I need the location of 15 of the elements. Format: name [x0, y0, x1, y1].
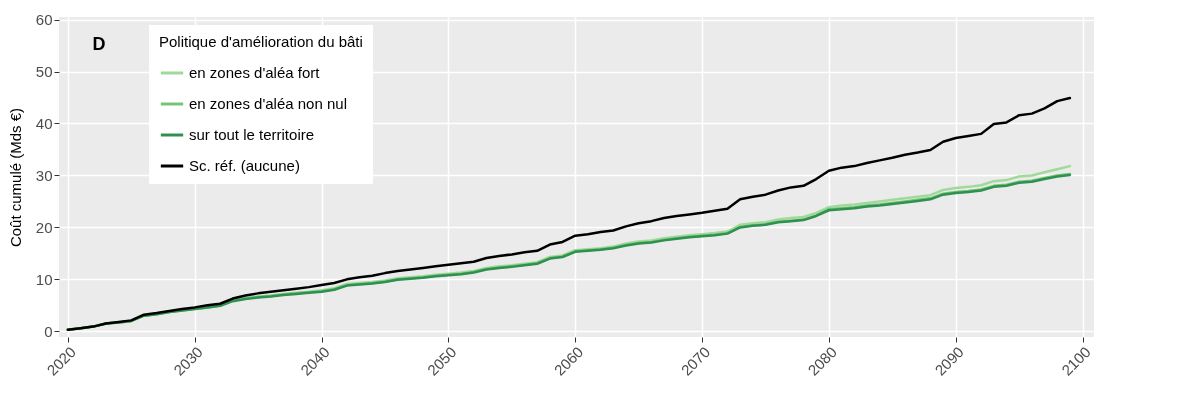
y-axis-title: Coût cumulé (Mds €): [6, 107, 24, 248]
legend-label: en zones d'aléa fort: [189, 64, 321, 81]
y-tick-label: 40: [35, 114, 53, 132]
legend-title: Politique d'amélioration du bâti: [159, 33, 363, 50]
y-tick-label: 30: [35, 166, 53, 184]
y-tick-label: 60: [35, 11, 53, 29]
y-tick-label: 0: [44, 322, 53, 340]
line-series: [66, 96, 1072, 331]
y-tick-label: 10: [35, 270, 53, 288]
legend-label: en zones d'aléa non nul: [189, 95, 347, 112]
y-tick-label: 50: [35, 63, 53, 81]
annotation: D: [92, 34, 106, 54]
legend-label: sur tout le territoire: [189, 126, 315, 143]
y-tick-label: 20: [35, 218, 53, 236]
legend-label: Sc. réf. (aucune): [189, 157, 300, 174]
